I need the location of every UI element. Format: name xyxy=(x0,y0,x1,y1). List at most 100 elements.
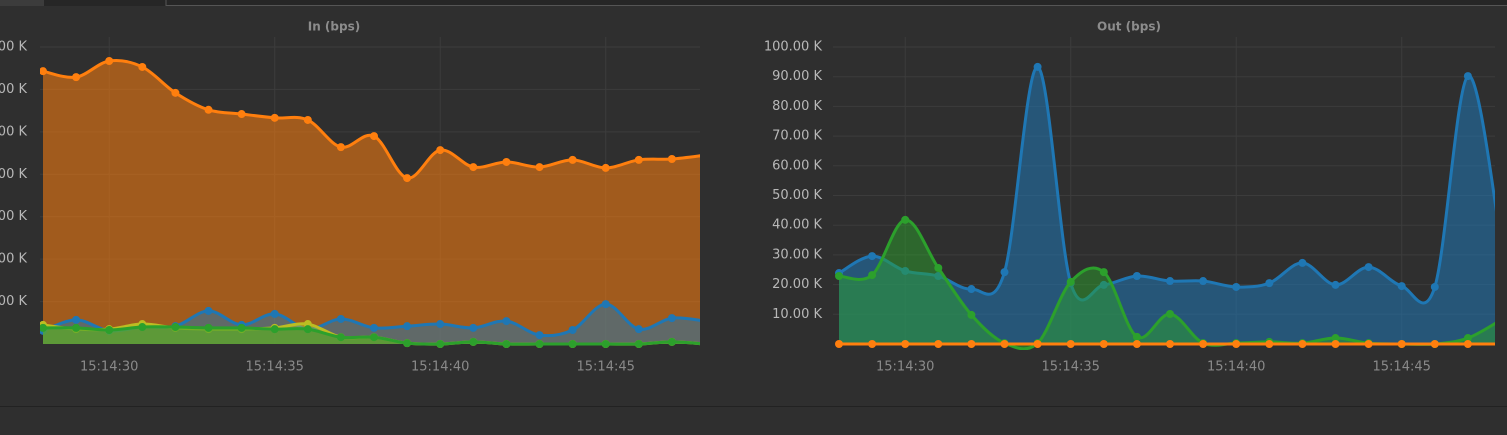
point xyxy=(934,340,943,348)
y-tick-label: 00 K xyxy=(0,124,27,139)
point xyxy=(469,337,478,346)
point xyxy=(568,340,577,348)
point xyxy=(1364,263,1373,272)
x-tick-label: 15:14:30 xyxy=(80,360,138,375)
area xyxy=(43,60,700,344)
x-tick-label: 15:14:35 xyxy=(1042,360,1100,375)
point xyxy=(469,323,478,332)
point xyxy=(1199,277,1208,286)
point xyxy=(436,320,445,329)
point xyxy=(634,325,643,334)
point xyxy=(634,340,643,348)
point xyxy=(634,155,643,164)
point xyxy=(370,333,378,342)
point xyxy=(370,132,378,141)
point xyxy=(72,315,81,324)
point xyxy=(138,62,147,71)
point xyxy=(601,300,610,309)
point xyxy=(868,340,877,348)
point xyxy=(1232,340,1241,348)
tab-bar xyxy=(0,0,1507,6)
point xyxy=(1000,340,1009,348)
y-tick-label: 00 K xyxy=(0,167,27,182)
point xyxy=(535,163,544,172)
point xyxy=(934,263,943,272)
point xyxy=(469,163,478,172)
point xyxy=(1430,340,1439,348)
chart-title: In (bps) xyxy=(308,20,360,34)
point xyxy=(1397,282,1406,291)
x-tick-label: 15:14:45 xyxy=(1373,360,1431,375)
point xyxy=(535,340,544,348)
point xyxy=(667,155,676,164)
point xyxy=(1364,340,1373,348)
y-tick-label: 30.00 K xyxy=(772,247,822,262)
point xyxy=(403,174,412,183)
point xyxy=(868,252,877,261)
point xyxy=(967,310,976,319)
x-tick-label: 15:14:40 xyxy=(411,360,469,375)
point xyxy=(1166,340,1174,348)
point xyxy=(237,323,246,332)
y-tick-label: 00 K xyxy=(0,209,27,224)
point xyxy=(1430,282,1439,291)
point xyxy=(40,323,47,332)
point xyxy=(270,309,279,318)
area xyxy=(839,219,1495,349)
y-tick-label: 100.00 K xyxy=(764,40,823,55)
point xyxy=(967,340,976,348)
y-tick-label: 50.00 K xyxy=(772,188,822,203)
point xyxy=(1397,340,1406,348)
y-tick-label: 80.00 K xyxy=(772,99,822,114)
point xyxy=(1066,340,1075,348)
y-tick-label: 70.00 K xyxy=(772,129,822,144)
point xyxy=(303,115,312,124)
point xyxy=(1331,334,1340,343)
point xyxy=(667,337,676,346)
point xyxy=(1033,340,1042,348)
point xyxy=(1099,268,1108,277)
point xyxy=(204,306,213,315)
point xyxy=(204,105,213,114)
y-tick-label: 00 K xyxy=(0,82,27,97)
point xyxy=(1298,258,1307,267)
plot-area xyxy=(40,57,700,348)
point xyxy=(868,271,877,280)
y-tick-label: 20.00 K xyxy=(772,277,822,292)
point xyxy=(204,323,213,332)
y-tick-label: 10.00 K xyxy=(772,307,822,322)
point xyxy=(502,157,511,166)
point xyxy=(105,325,114,334)
point xyxy=(436,146,445,155)
plot-area xyxy=(835,62,1495,350)
point xyxy=(1132,340,1141,348)
y-tick-label: 00 K xyxy=(0,294,27,309)
point xyxy=(667,314,676,323)
tab xyxy=(0,0,44,6)
point xyxy=(601,340,610,348)
point xyxy=(336,314,345,323)
point xyxy=(40,67,47,76)
point xyxy=(835,271,843,280)
point xyxy=(72,323,81,332)
point xyxy=(1298,340,1307,348)
y-tick-label: 00 K xyxy=(0,252,27,267)
point xyxy=(171,323,180,332)
point xyxy=(1331,340,1340,348)
point xyxy=(901,215,910,224)
y-tick-label: 40.00 K xyxy=(772,218,822,233)
point xyxy=(901,340,910,348)
point xyxy=(1166,310,1174,319)
point xyxy=(1463,340,1472,348)
point xyxy=(403,339,412,348)
point xyxy=(171,88,180,97)
x-tick-label: 15:14:45 xyxy=(577,360,635,375)
point xyxy=(270,113,279,122)
point xyxy=(138,323,147,332)
point xyxy=(835,340,843,348)
point xyxy=(403,322,412,331)
point xyxy=(601,163,610,172)
point xyxy=(1066,277,1075,286)
